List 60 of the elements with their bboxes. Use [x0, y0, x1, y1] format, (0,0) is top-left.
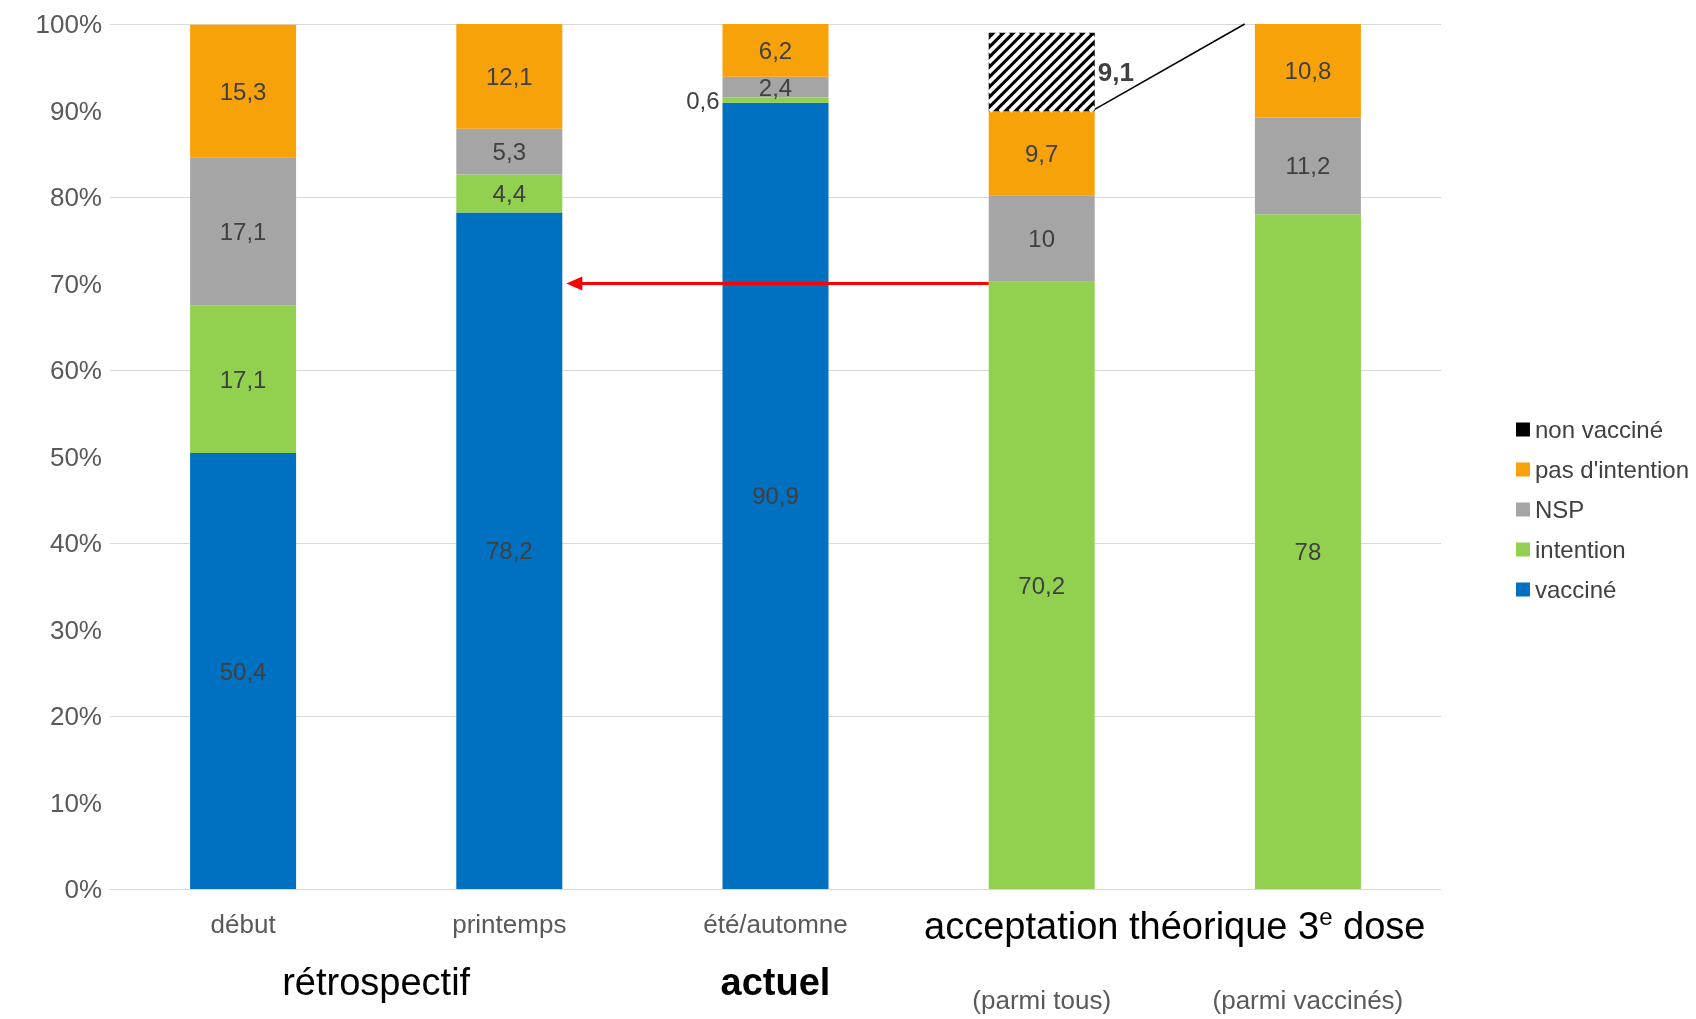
y-tick-label: 70% [49, 268, 102, 299]
x-tick-label: printemps [452, 909, 567, 939]
bar [988, 195, 1095, 282]
y-tick-label: 80% [49, 182, 102, 212]
bar [722, 76, 829, 98]
x-tick-label: été/automne [703, 909, 848, 939]
data-label: 9,1 [1097, 57, 1134, 88]
bar [190, 157, 297, 306]
bar [456, 128, 563, 175]
data-label: 90,9 [752, 482, 799, 510]
data-label: 4,4 [492, 180, 526, 208]
data-label: 10 [1028, 225, 1056, 253]
data-label: 2,4 [758, 73, 793, 101]
data-label: 6,2 [758, 36, 793, 64]
bar [722, 97, 829, 103]
data-label: 9,7 [1025, 139, 1059, 167]
legend-label: pas d'intention [1534, 456, 1689, 483]
data-label: 0,6 [686, 86, 720, 114]
y-tick-label: 30% [49, 614, 102, 645]
x-tick-label: (parmi tous) [972, 985, 1112, 1015]
legend-label: non vacciné [1534, 416, 1664, 443]
data-label: 17,1 [219, 217, 267, 245]
y-tick-label: 60% [49, 355, 102, 385]
data-label: 15,3 [219, 77, 267, 105]
x-tick-label: (parmi vaccinés) [1212, 985, 1404, 1015]
data-label: 12,1 [485, 62, 533, 90]
y-tick-label: 100% [35, 9, 102, 39]
legend-label: NSP [1534, 496, 1585, 523]
x-tick-label: début [210, 909, 277, 939]
data-label: 70,2 [1018, 571, 1066, 599]
bar [456, 24, 563, 129]
text: actuel [720, 961, 831, 1004]
y-tick-label: 90% [49, 95, 102, 126]
data-label: 11,2 [1285, 152, 1331, 180]
bar [1254, 117, 1361, 215]
data-label: 78,2 [485, 537, 533, 565]
bar [722, 24, 829, 77]
bar [456, 212, 563, 889]
legend-label: intention [1534, 536, 1626, 563]
bar [1254, 214, 1361, 889]
data-label: 17,1 [219, 365, 267, 393]
data-label: 50,4 [219, 657, 267, 685]
bar [722, 102, 829, 889]
bar [190, 305, 297, 454]
bar [1254, 24, 1361, 118]
text: acceptation théorique 3$^{e}$ dose [924, 903, 1426, 948]
legend-label: vacciné [1534, 576, 1617, 603]
data-label: 78 [1294, 538, 1322, 566]
bar [988, 281, 1095, 889]
y-tick-label: 20% [49, 701, 102, 731]
bar [190, 453, 297, 889]
data-label: 5,3 [492, 138, 526, 166]
y-tick-label: 0% [64, 874, 102, 904]
data-label: 10,8 [1284, 57, 1332, 85]
y-tick-label: 50% [49, 441, 102, 472]
bar [456, 174, 563, 213]
text: rétrospectif [282, 961, 471, 1004]
y-tick-label: 10% [49, 787, 102, 818]
y-tick-label: 40% [49, 528, 102, 558]
bar [190, 24, 297, 158]
